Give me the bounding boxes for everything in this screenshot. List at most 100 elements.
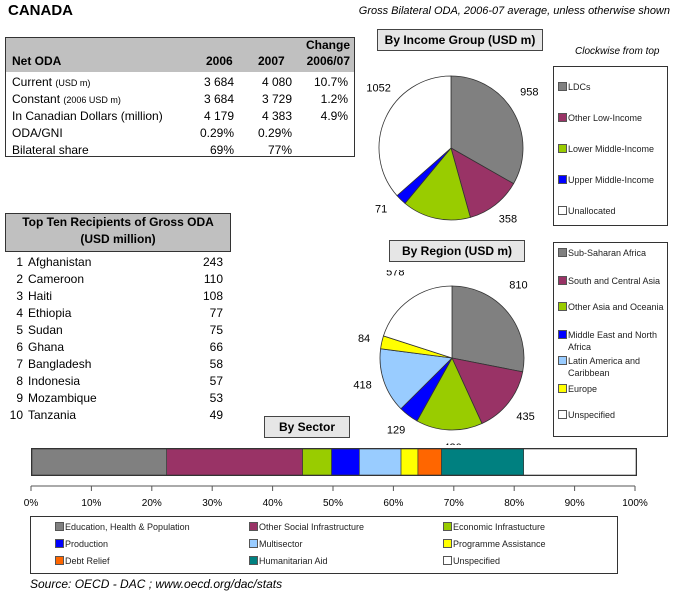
recipient-row: 10 Tanzania 49 xyxy=(5,407,229,424)
net-oda-2006: 0.29% xyxy=(199,126,234,140)
axis-tick-label: 0% xyxy=(24,498,39,509)
legend-swatch xyxy=(558,144,567,153)
legend-label: Sub-Saharan Africa xyxy=(568,248,647,258)
income-group-legend: LDCs Other Low-Income Lower Middle-Income U… xyxy=(553,66,668,226)
axis-tick-label: 40% xyxy=(263,498,283,509)
top-ten-header: Top Ten Recipients of Gross ODA (USD mil… xyxy=(5,213,231,252)
top-ten-title: Top Ten Recipients of Gross ODA xyxy=(22,215,214,229)
top-ten-unit: (USD million) xyxy=(80,232,156,246)
sector-legend: Education, Health & Population Other Soci… xyxy=(30,516,618,574)
legend-label: Other Social Infrastructure xyxy=(259,522,365,532)
legend-swatch xyxy=(249,556,258,565)
income-pie-title: By Income Group (USD m) xyxy=(377,29,543,51)
region-pie-title: By Region (USD m) xyxy=(389,240,525,262)
legend-label: Lower Middle-Income xyxy=(568,144,655,154)
net-oda-2007: 0.29% xyxy=(257,126,292,140)
axis-tick-label: 50% xyxy=(323,498,343,509)
pie-slice-south-and-central-asia xyxy=(451,357,524,425)
legend-label: Multisector xyxy=(259,539,303,549)
legend-swatch xyxy=(55,522,64,531)
sector-stacked-bar xyxy=(31,448,637,476)
legend-label: Middle East and North Africa xyxy=(568,330,658,352)
col-change-line2: 2006/07 xyxy=(306,54,350,68)
net-oda-label-text: Constant xyxy=(12,92,61,106)
net-oda-change: 1.2% xyxy=(320,92,348,106)
legend-swatch xyxy=(558,410,567,419)
legend-label: Programme Assistance xyxy=(453,539,546,549)
recipient-rank: 6 xyxy=(16,340,23,354)
legend-swatch xyxy=(558,330,567,339)
recipient-value: 58 xyxy=(209,357,223,371)
net-oda-row: Current (USD m) 3 684 4 080 10.7% xyxy=(6,74,354,91)
source-note: Source: OECD - DAC ; www.oecd.org/dac/st… xyxy=(30,577,283,591)
income-group-pie: 958358443711052 xyxy=(366,75,539,226)
recipient-rank: 10 xyxy=(9,408,23,422)
axis-tick-label: 100% xyxy=(622,498,648,509)
pie-value-label: 84 xyxy=(358,333,370,345)
pie-value-label: 358 xyxy=(499,214,517,226)
recipient-row: 3 Haiti 108 xyxy=(5,288,229,305)
net-oda-label-text: Bilateral share xyxy=(12,143,89,157)
net-oda-2007: 77% xyxy=(267,143,292,157)
sector-segment-multisector xyxy=(359,449,402,475)
col-2007: 2007 xyxy=(258,54,285,68)
legend-label: Education, Health & Population xyxy=(65,522,190,532)
legend-label: Economic Infrastucture xyxy=(453,522,546,532)
legend-swatch xyxy=(558,384,567,393)
col-change-line1: Change xyxy=(305,38,350,52)
col-2006: 2006 xyxy=(206,54,233,68)
recipient-value: 108 xyxy=(202,289,223,303)
recipient-value: 49 xyxy=(209,408,223,422)
legend-swatch xyxy=(558,276,567,285)
net-oda-row: Constant (2006 USD m) 3 684 3 729 1.2% xyxy=(6,91,354,108)
legend-swatch xyxy=(558,248,567,257)
pie-value-label: 810 xyxy=(509,279,527,291)
net-oda-change: 4.9% xyxy=(320,109,348,123)
pie-slice-latin-america-and-caribbean xyxy=(379,348,453,410)
recipient-value: 110 xyxy=(203,272,223,286)
legend-label: Unspecified xyxy=(453,556,501,566)
net-oda-2006: 69% xyxy=(209,143,234,157)
net-oda-label: Constant (2006 USD m) xyxy=(12,92,121,106)
recipient-name: Ghana xyxy=(28,340,65,354)
axis-tick-label: 90% xyxy=(565,498,585,509)
pie-slice-ldcs xyxy=(450,75,524,185)
axis-tick-label: 10% xyxy=(81,498,101,509)
recipient-name: Afghanistan xyxy=(28,255,92,269)
sector-title: By Sector xyxy=(264,416,350,438)
legend-label: Production xyxy=(65,539,109,549)
legend-swatch xyxy=(249,522,258,531)
pie-slice-sub-saharan-africa xyxy=(451,285,525,373)
recipient-name: Bangladesh xyxy=(28,357,92,371)
net-oda-unit: (2006 USD m) xyxy=(63,95,121,105)
recipient-name: Haiti xyxy=(28,289,53,303)
recipient-row: 9 Mozambique 53 xyxy=(5,390,229,407)
net-oda-label: ODA/GNI xyxy=(12,126,63,140)
legend-label: Unallocated xyxy=(568,206,616,216)
legend-label: Other Asia and Oceania xyxy=(568,302,664,312)
net-oda-label-text: ODA/GNI xyxy=(12,126,63,140)
pie-value-label: 958 xyxy=(520,87,538,99)
legend-swatch xyxy=(249,539,258,548)
sector-segment-programme-assistance xyxy=(400,449,419,475)
pie-value-label: 418 xyxy=(353,380,371,392)
pie-value-label: 435 xyxy=(516,411,534,423)
recipient-name: Indonesia xyxy=(28,374,81,388)
legend-swatch xyxy=(55,556,64,565)
net-oda-row: ODA/GNI 0.29% 0.29% xyxy=(6,125,354,142)
net-oda-change: 10.7% xyxy=(313,75,348,89)
legend-swatch xyxy=(443,522,452,531)
axis-tick-label: 70% xyxy=(444,498,464,509)
net-oda-2007: 4 080 xyxy=(261,75,292,89)
country-title: CANADA xyxy=(8,2,73,19)
legend-label: Europe xyxy=(568,384,598,394)
recipient-name: Mozambique xyxy=(28,391,97,405)
recipient-rank: 7 xyxy=(16,357,23,371)
pie-value-label: 578 xyxy=(386,270,404,278)
pie-slice-other-asia-and-oceania xyxy=(416,357,483,431)
recipient-name: Ethiopia xyxy=(28,306,72,320)
legend-swatch xyxy=(443,556,452,565)
net-oda-label: In Canadian Dollars (million) xyxy=(12,109,163,123)
net-oda-label: Bilateral share xyxy=(12,143,89,157)
recipient-rank: 8 xyxy=(16,374,23,388)
